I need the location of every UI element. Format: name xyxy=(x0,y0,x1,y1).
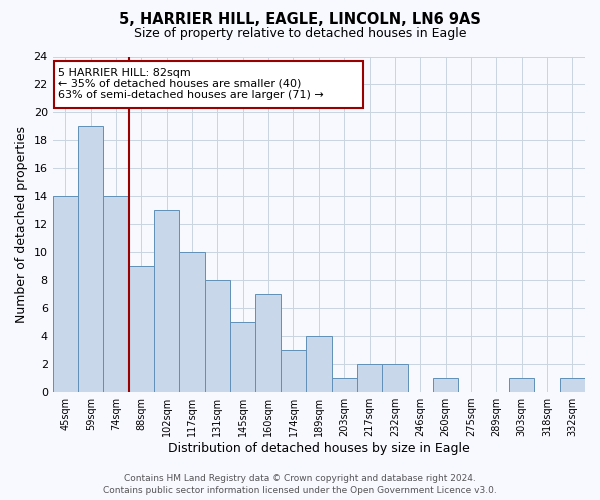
Bar xyxy=(306,336,332,392)
Text: 63% of semi-detached houses are larger (71) →: 63% of semi-detached houses are larger (… xyxy=(58,90,323,100)
Bar xyxy=(78,126,103,392)
Text: Size of property relative to detached houses in Eagle: Size of property relative to detached ho… xyxy=(134,28,466,40)
Bar xyxy=(332,378,357,392)
Bar xyxy=(281,350,306,392)
Bar xyxy=(154,210,179,392)
Bar xyxy=(54,60,363,108)
X-axis label: Distribution of detached houses by size in Eagle: Distribution of detached houses by size … xyxy=(168,442,470,455)
Bar xyxy=(433,378,458,392)
Bar xyxy=(256,294,281,392)
Text: ← 35% of detached houses are smaller (40): ← 35% of detached houses are smaller (40… xyxy=(58,79,301,89)
Bar xyxy=(53,196,78,392)
Text: 5 HARRIER HILL: 82sqm: 5 HARRIER HILL: 82sqm xyxy=(58,68,190,78)
Bar xyxy=(230,322,256,392)
Bar xyxy=(103,196,129,392)
Bar xyxy=(509,378,535,392)
Text: Contains HM Land Registry data © Crown copyright and database right 2024.
Contai: Contains HM Land Registry data © Crown c… xyxy=(103,474,497,495)
Bar xyxy=(129,266,154,392)
Text: 5, HARRIER HILL, EAGLE, LINCOLN, LN6 9AS: 5, HARRIER HILL, EAGLE, LINCOLN, LN6 9AS xyxy=(119,12,481,28)
Bar xyxy=(357,364,382,392)
Y-axis label: Number of detached properties: Number of detached properties xyxy=(15,126,28,323)
Bar xyxy=(382,364,407,392)
Bar xyxy=(179,252,205,392)
Bar xyxy=(205,280,230,392)
Bar xyxy=(560,378,585,392)
